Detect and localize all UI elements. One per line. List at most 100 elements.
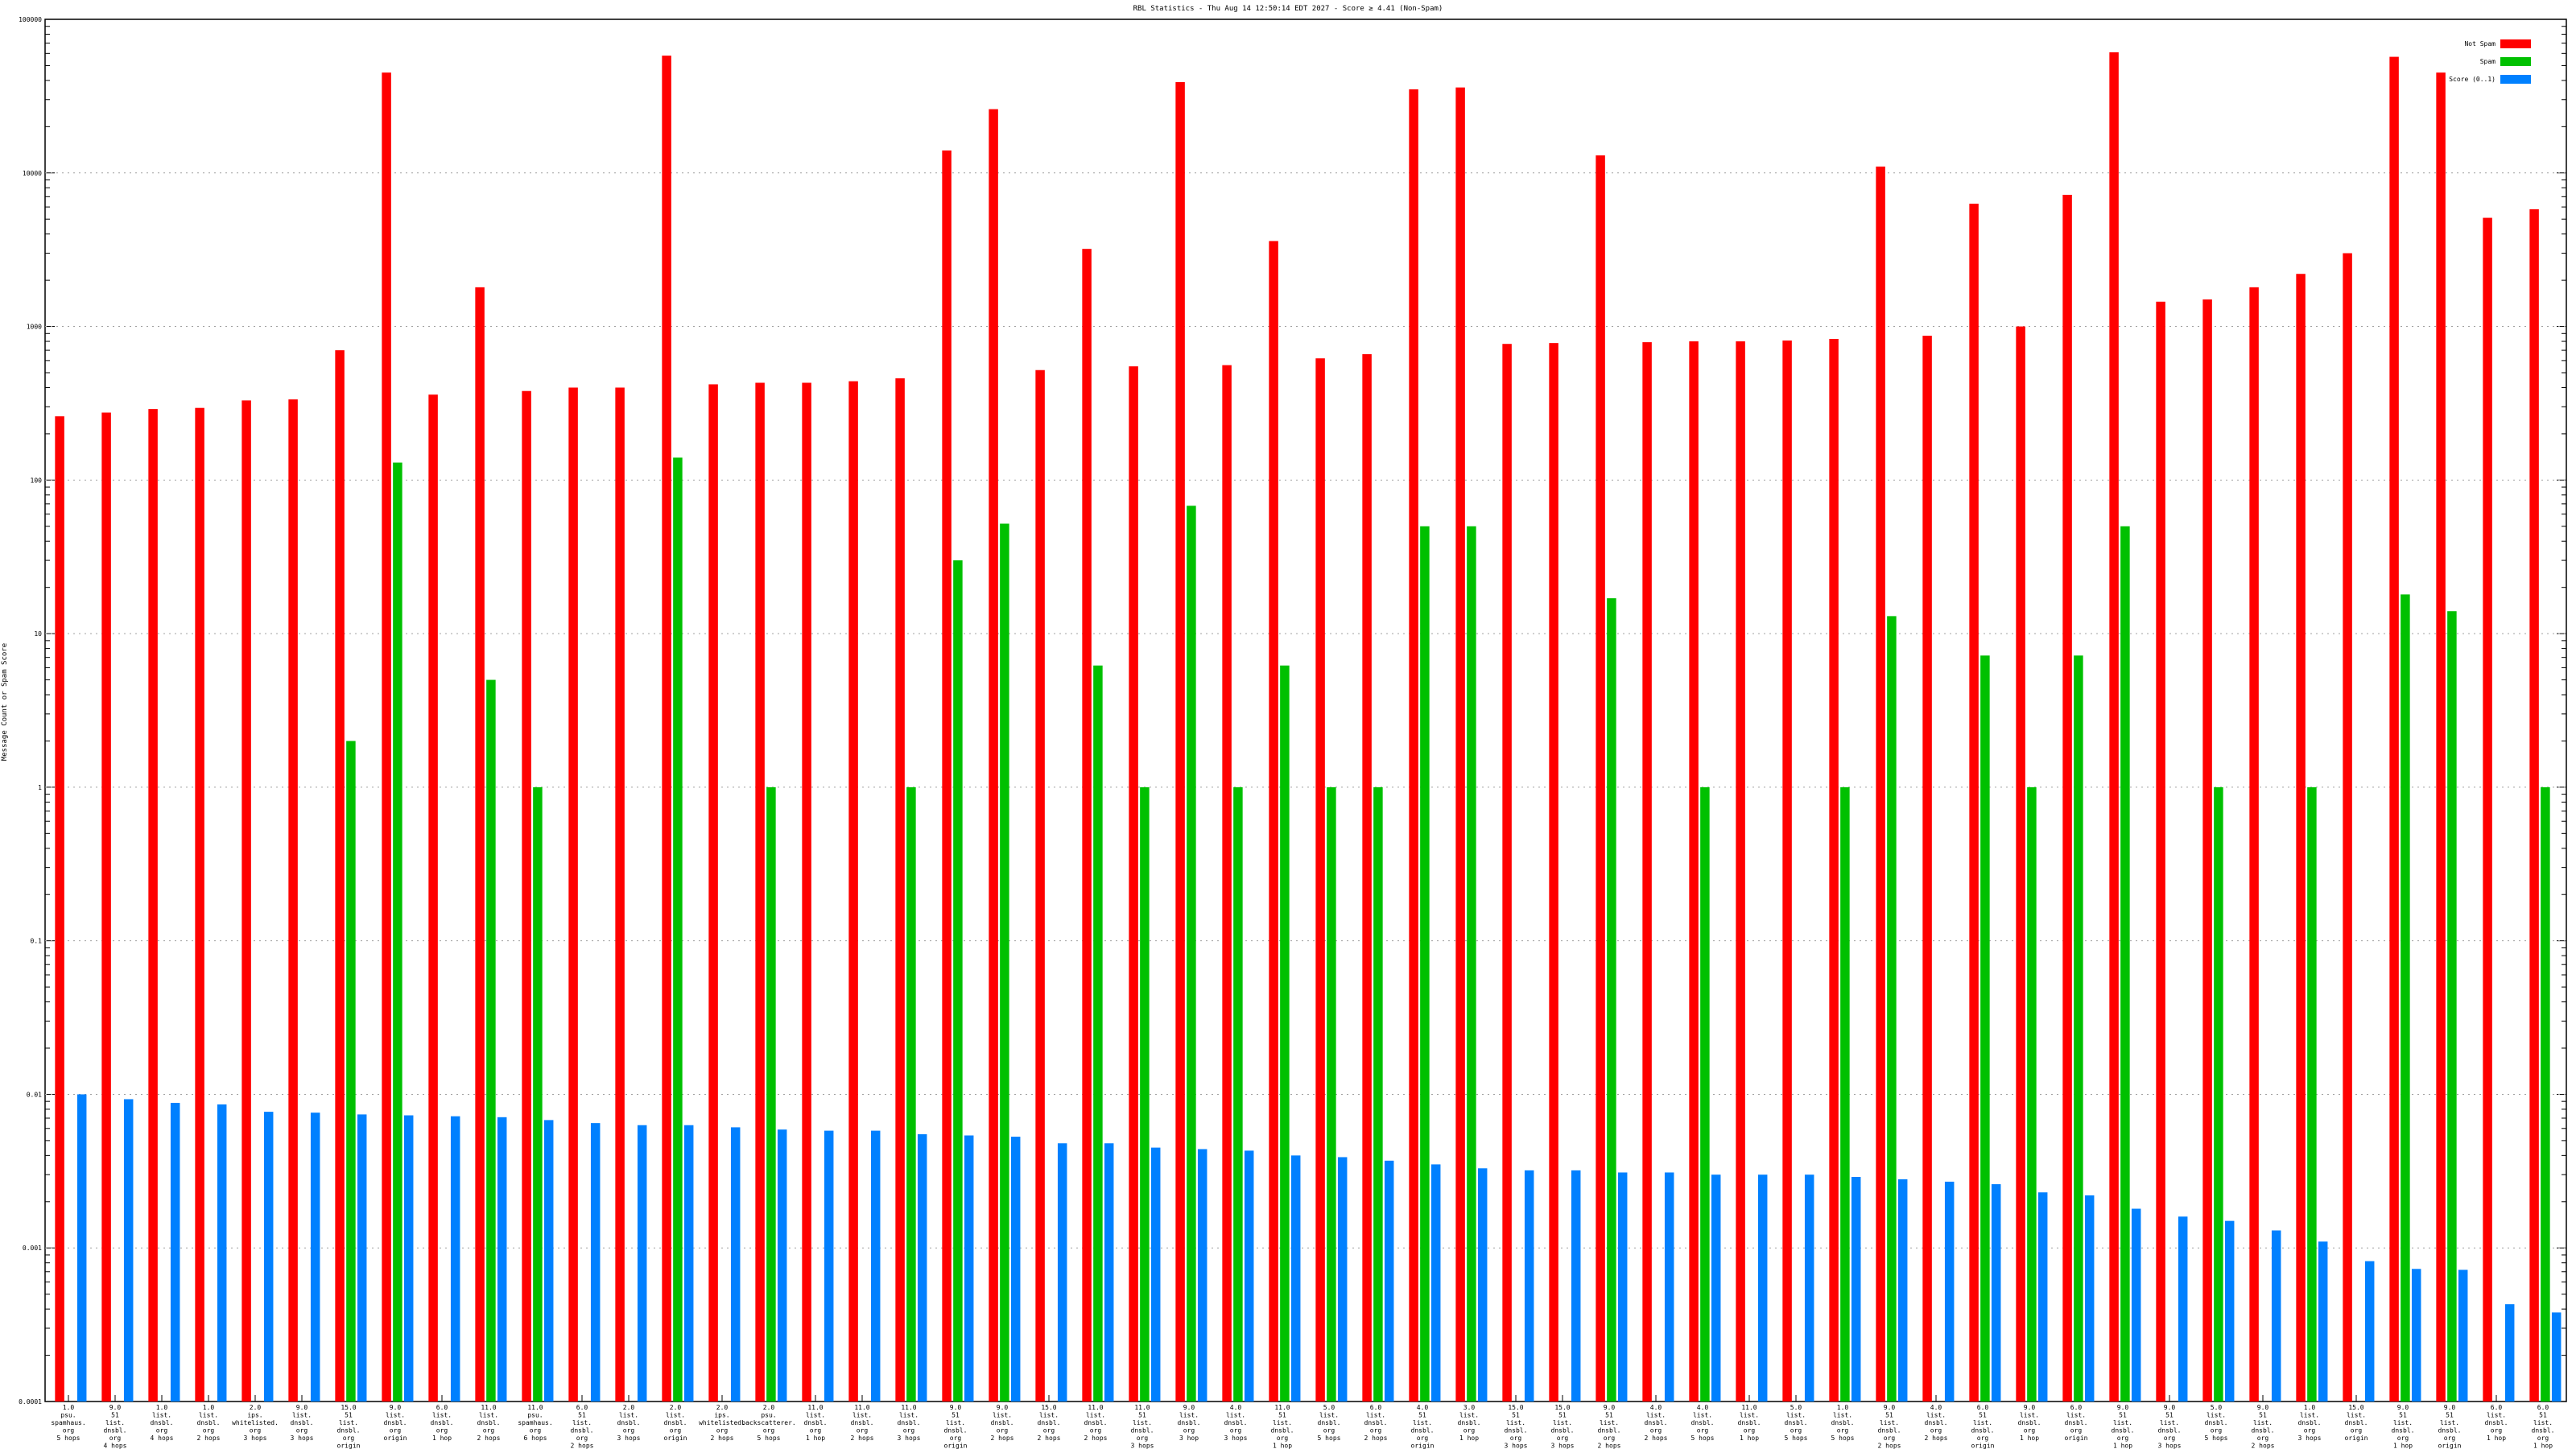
score-bar [1944,1181,1955,1402]
x-tick-label: 4.0 list. dnsbl. org 2 hops [1925,1404,1948,1442]
score-bar [123,1099,134,1402]
x-tick-label: 15.0 51 list. dnsbl. org 3 hops [1551,1404,1575,1449]
score-bar [2458,1269,2468,1402]
x-tick-label: 2.0 psu. backscatterer. org 5 hops [741,1404,795,1442]
x-tick-label: 9.0 51 list. dnsbl. org 1 hop [2112,1404,2135,1449]
spam-bar [2401,594,2410,1402]
x-tick-label: 9.0 51 list. dnsbl. org 1 hop [2392,1404,2415,1449]
spam-bar [2027,786,2037,1402]
not-spam-bar [288,399,298,1402]
x-tick-label: 11.0 list. dnsbl. org 2 hops [477,1404,501,1442]
legend-label: Score (0..1) [2449,76,2496,83]
y-tick-label: 10 [34,630,42,638]
x-tick-label: 4.0 list. dnsbl. org 3 hops [1224,1404,1248,1442]
x-tick-label: 1.0 list. dnsbl. org 4 hops [151,1404,174,1442]
x-tick-label: 15.0 51 list. dnsbl. org origin [337,1404,361,1449]
spam-bar [906,786,916,1402]
x-tick-label: 2.0 ips. whitelisted. org 3 hops [232,1404,279,1442]
spam-bar [2307,786,2317,1402]
x-tick-label: 1.0 list. dnsbl. org 5 hops [1831,1404,1855,1442]
x-tick-label: 9.0 list. dnsbl. org 1 hop [2018,1404,2041,1442]
score-bar [170,1103,180,1402]
not-spam-bar [1876,166,1885,1402]
x-tick-label: 6.0 51 list. dnsbl. org 1 hop [2532,1404,2555,1449]
x-tick-label: 11.0 list. dnsbl. org 2 hops [851,1404,874,1442]
spam-bar [1233,786,1243,1402]
x-tick-label: 9.0 51 list. dnsbl. org 4 hops [104,1404,127,1449]
score-bar [1711,1174,1721,1402]
score-bar [76,1094,87,1402]
not-spam-bar [2296,274,2306,1402]
not-spam-bar [755,382,765,1402]
not-spam-bar [662,56,671,1402]
not-spam-bar [1362,353,1372,1402]
not-spam-bar [428,394,438,1402]
not-spam-bar [335,350,345,1402]
score-bar [2551,1312,2562,1402]
x-tick-label: 5.0 list. dnsbl. org 5 hops [2205,1404,2228,1442]
not-spam-bar [615,387,625,1402]
not-spam-bar [1269,241,1278,1402]
score-bar [497,1117,507,1402]
spam-bar [1467,526,1476,1402]
not-spam-bar [242,400,251,1402]
not-spam-bar [475,287,485,1402]
x-tick-label: 6.0 51 list. dnsbl. org 2 hops [571,1404,594,1449]
not-spam-bar [1455,87,1465,1402]
x-tick-label: 1.0 list. dnsbl. org 2 hops [197,1404,221,1442]
not-spam-bar [1082,249,1092,1402]
score-bar [637,1125,647,1402]
score-bar [217,1104,227,1402]
not-spam-bar [802,382,811,1402]
not-spam-bar [55,416,64,1402]
not-spam-bar [1175,82,1185,1402]
score-bar [1617,1172,1628,1402]
x-tick-label: 6.0 list. dnsbl. org origin [2065,1404,2088,1442]
spam-bar [1373,786,1383,1402]
score-bar [450,1116,460,1402]
not-spam-bar [2389,56,2399,1402]
legend: Not Spam Spam Score (0..1) [2449,39,2531,84]
y-tick-label: 100000 [19,16,42,23]
spam-bar [486,679,496,1402]
spam-bar [1887,616,1897,1402]
spam-bar [1840,786,1850,1402]
x-tick-label: 3.0 list. dnsbl. org 1 hop [1458,1404,1481,1442]
score-bar [824,1130,834,1402]
spam-bar [1280,665,1290,1402]
score-bar [1664,1172,1674,1402]
spam-bar [1327,786,1336,1402]
not-spam-bar [2529,208,2539,1402]
score-bar [1057,1143,1067,1402]
score-bar [403,1115,414,1402]
spam-bar [1093,665,1103,1402]
x-tick-label: 11.0 list. dnsbl. org 1 hop [1738,1404,1761,1442]
x-tick-label: 1.0 list. dnsbl. org 3 hops [2298,1404,2322,1442]
legend-swatch [2500,57,2531,66]
x-tick-label: 9.0 51 list. dnsbl. org 2 hops [2252,1404,2275,1449]
score-bar [2178,1216,2188,1402]
spam-bar [673,457,683,1402]
score-bar [1897,1179,1908,1402]
spam-bar [2541,786,2550,1402]
y-tick-labels: 0.0001 0.001 0.01 0.1 1 10 100 1000 10000 100000 [19,16,42,1406]
not-spam-bar [708,384,718,1402]
score-bar [1804,1174,1814,1402]
x-tick-label: 4.0 list. dnsbl. org 5 hops [1691,1404,1715,1442]
x-tick-label: 15.0 list. dnsbl. org 2 hops [1038,1404,1061,1442]
score-bar [1337,1157,1348,1402]
not-spam-bar [2249,287,2259,1402]
score-bar [263,1112,274,1402]
not-spam-bar [2156,301,2165,1402]
score-bar [1384,1160,1394,1402]
legend-label: Spam [2480,58,2496,65]
spam-bar [1000,523,1009,1402]
score-bar [1477,1168,1488,1402]
spam-bar [1187,506,1196,1402]
not-spam-bar [2109,52,2119,1402]
score-bar [730,1127,741,1402]
not-spam-bar [2202,299,2212,1402]
not-spam-bar [148,409,158,1402]
x-tick-label: 6.0 list. dnsbl. org 1 hop [2485,1404,2508,1442]
score-bar [1290,1155,1301,1402]
